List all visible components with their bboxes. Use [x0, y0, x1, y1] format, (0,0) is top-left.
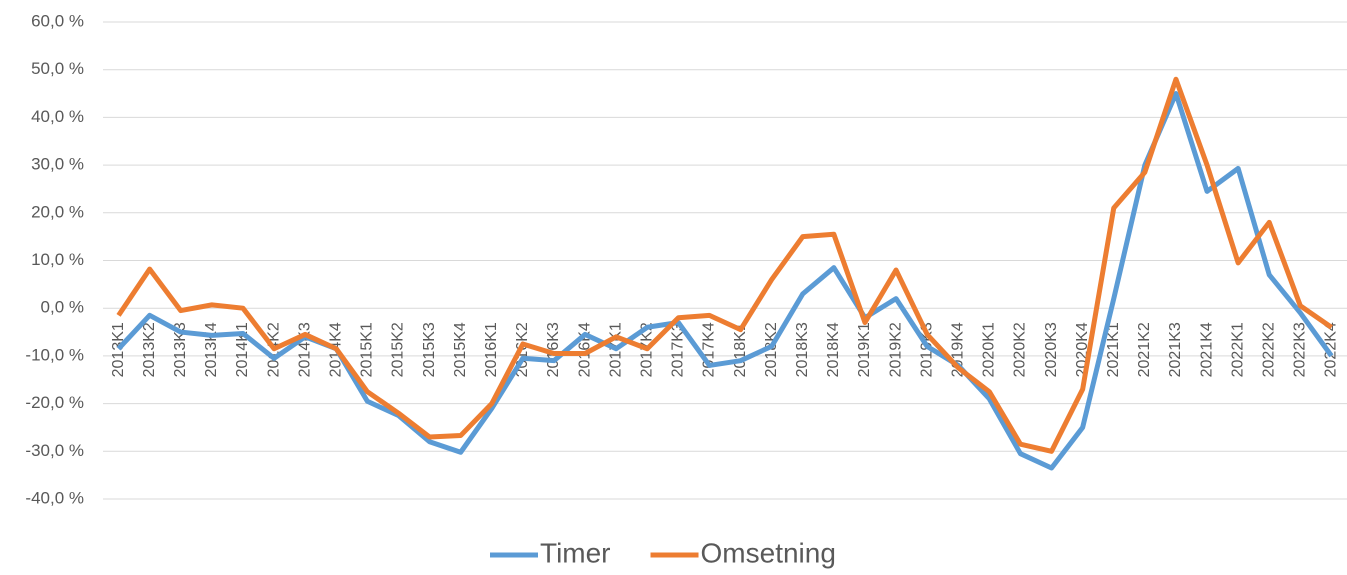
x-tick-label: 2020K2 — [1012, 322, 1029, 377]
x-tick-label: 2021K2 — [1136, 322, 1153, 377]
x-tick-label: 2014K1 — [234, 322, 251, 377]
x-tick-label: 2017K4 — [701, 322, 718, 377]
x-tick-label: 2017K3 — [670, 322, 687, 377]
x-tick-label: 2021K1 — [1105, 322, 1122, 377]
x-tick-label: 2022K4 — [1323, 322, 1340, 377]
x-tick-label: 2015K4 — [452, 322, 469, 377]
x-tick-label: 2015K2 — [390, 322, 407, 377]
x-tick-label: 2013K3 — [172, 322, 189, 377]
x-tick-label: 2013K1 — [110, 322, 127, 377]
y-tick-label: 40,0 % — [31, 107, 84, 126]
x-tick-label: 2013K2 — [141, 322, 158, 377]
x-tick-label: 2019K2 — [887, 322, 904, 377]
x-tick-label: 2014K3 — [296, 322, 313, 377]
x-tick-label: 2016K3 — [545, 322, 562, 377]
x-tick-label: 2016K1 — [483, 322, 500, 377]
x-tick-label: 2021K3 — [1167, 322, 1184, 377]
y-tick-label: 0,0 % — [41, 298, 84, 317]
y-tick-label: -10,0 % — [25, 345, 84, 364]
y-tick-label: -30,0 % — [25, 441, 84, 460]
x-tick-label: 2013K4 — [203, 322, 220, 377]
series-line — [116, 91, 1334, 471]
legend-label: Timer — [540, 537, 611, 568]
x-tick-label: 2018K4 — [825, 322, 842, 377]
y-tick-label: 20,0 % — [31, 202, 84, 221]
x-tick-label: 2018K3 — [794, 322, 811, 377]
x-tick-label: 2022K3 — [1292, 322, 1309, 377]
y-tick-label: 10,0 % — [31, 250, 84, 269]
y-tick-label: 60,0 % — [31, 11, 84, 30]
x-tick-label: 2021K4 — [1198, 322, 1215, 377]
y-tick-label: -20,0 % — [25, 393, 84, 412]
x-tick-label: 2020K3 — [1043, 322, 1060, 377]
y-tick-label: 30,0 % — [31, 155, 84, 174]
x-tick-label: 2022K1 — [1229, 322, 1246, 377]
series-line — [116, 76, 1333, 454]
x-tick-label: 2015K1 — [359, 322, 376, 377]
x-tick-label: 2019K1 — [856, 322, 873, 377]
legend-label: Omsetning — [701, 537, 836, 568]
x-tick-label: 2022K2 — [1260, 322, 1277, 377]
x-tick-label: 2015K3 — [421, 322, 438, 377]
x-tick-label: 2020K1 — [981, 322, 998, 377]
y-tick-label: -40,0 % — [25, 488, 84, 507]
y-tick-label: 50,0 % — [31, 59, 84, 78]
